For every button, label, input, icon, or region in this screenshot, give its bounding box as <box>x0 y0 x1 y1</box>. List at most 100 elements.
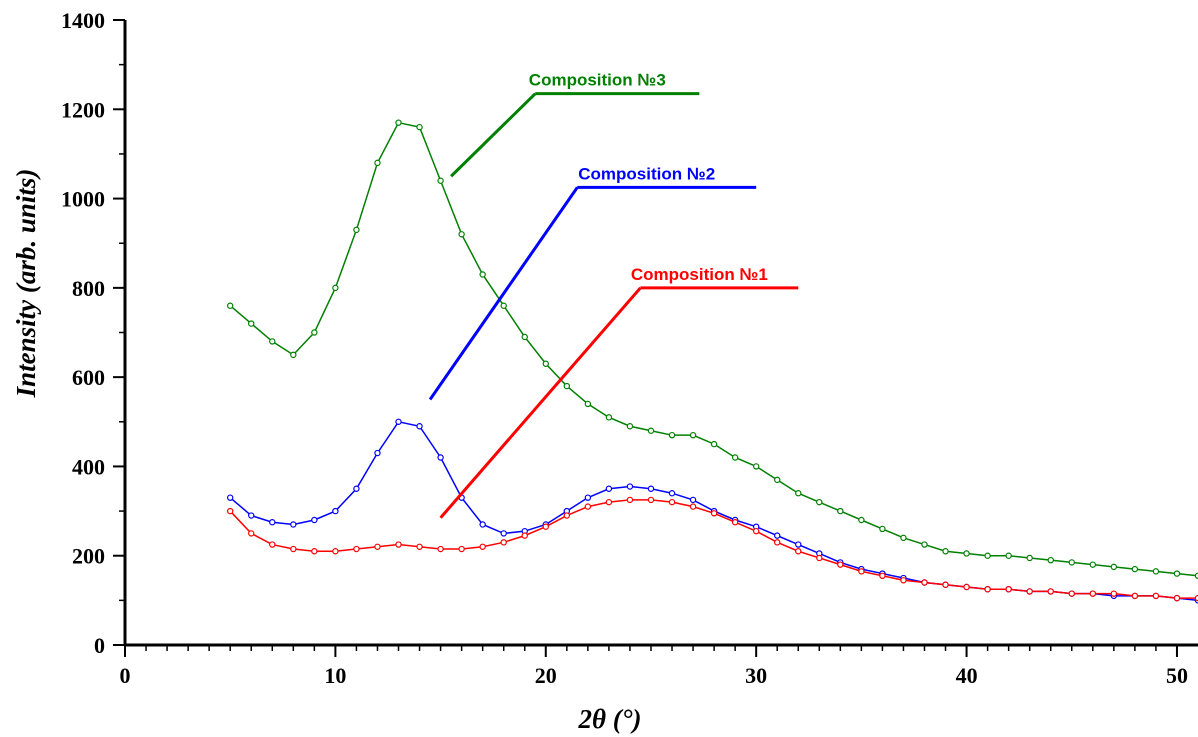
data-point <box>500 302 507 309</box>
y-tick-label: 400 <box>72 454 105 479</box>
axes-layer <box>123 20 1198 647</box>
data-point <box>647 485 655 492</box>
y-tick-label: 1200 <box>61 97 105 122</box>
data-point <box>374 543 381 550</box>
data-point <box>269 519 276 526</box>
data-point <box>332 284 339 292</box>
data-point <box>795 541 802 548</box>
data-point <box>774 539 781 546</box>
data-point <box>626 496 634 504</box>
x-tick-label: 40 <box>956 663 978 688</box>
data-point <box>248 530 255 537</box>
data-point <box>521 532 528 539</box>
data-point <box>795 490 802 497</box>
data-point <box>858 516 865 524</box>
data-point <box>879 525 886 533</box>
y-tick-label: 1400 <box>61 8 105 33</box>
data-point <box>290 521 297 528</box>
data-point <box>984 585 991 593</box>
data-point <box>290 545 297 553</box>
data-point <box>332 507 339 515</box>
data-point <box>542 360 549 367</box>
data-point <box>584 494 592 501</box>
data-point <box>795 548 802 555</box>
data-point <box>900 534 907 542</box>
data-point <box>710 440 718 448</box>
data-point <box>395 119 402 126</box>
data-point <box>226 507 234 515</box>
data-point <box>710 510 718 517</box>
callout-leader <box>428 186 579 401</box>
data-point <box>395 541 402 548</box>
y-tick-label: 800 <box>72 276 105 301</box>
data-point <box>626 423 634 430</box>
data-point <box>437 454 444 461</box>
data-point <box>416 123 423 131</box>
data-point <box>963 550 970 557</box>
x-tick-label: 10 <box>324 663 346 688</box>
data-point <box>332 548 339 555</box>
series-callout: Composition №1 <box>439 265 799 519</box>
series-callout: Composition №2 <box>428 164 757 401</box>
data-point <box>395 418 402 425</box>
data-point <box>584 400 592 408</box>
data-point <box>605 498 613 506</box>
data-point <box>921 579 928 586</box>
data-point <box>689 431 697 439</box>
data-point <box>816 554 823 562</box>
callout-layer: Composition №3 Composition №2 Composition … <box>428 71 799 519</box>
data-point <box>1068 590 1075 597</box>
data-point <box>416 543 423 550</box>
callout-label: Composition №3 <box>529 71 666 90</box>
series-1 <box>226 119 1198 580</box>
data-point <box>479 521 486 528</box>
data-point <box>731 519 739 526</box>
data-point <box>248 512 255 519</box>
data-point <box>353 485 360 492</box>
tick-layer: 0 10 20 30 40 50 0 200 400 600 800 1000 1200 1400 <box>61 8 1188 688</box>
data-point <box>1131 592 1139 600</box>
series-layer <box>226 119 1198 604</box>
data-point <box>1110 590 1118 597</box>
data-point <box>879 572 886 580</box>
data-point <box>605 414 613 421</box>
data-point <box>774 476 781 484</box>
data-point <box>1089 590 1097 597</box>
data-point <box>1194 572 1198 580</box>
data-point <box>416 423 423 430</box>
data-point <box>858 568 865 575</box>
data-point <box>752 527 760 535</box>
x-axis-title: 2θ (°) <box>577 704 641 734</box>
callout-leader <box>450 92 537 178</box>
y-tick-label: 0 <box>94 633 105 658</box>
x-tick-label: 20 <box>535 663 557 688</box>
data-point <box>290 351 297 359</box>
callout-label: Composition №1 <box>631 265 768 284</box>
data-point <box>269 541 276 548</box>
series-line <box>229 121 1198 577</box>
data-point <box>479 543 486 550</box>
data-point <box>542 523 549 530</box>
data-point <box>752 463 760 470</box>
data-point <box>437 545 444 553</box>
data-point <box>563 512 571 519</box>
y-axis-title: Intensity (arb. units) <box>11 169 41 399</box>
data-point <box>1026 588 1033 595</box>
data-point <box>668 498 676 506</box>
data-point <box>1047 588 1054 595</box>
data-point <box>311 329 318 336</box>
data-point <box>668 490 676 497</box>
data-point <box>1110 563 1118 571</box>
data-point <box>837 507 844 515</box>
data-point <box>1173 570 1181 577</box>
data-point <box>816 498 823 506</box>
data-point <box>353 545 360 553</box>
data-point <box>647 427 655 434</box>
data-point <box>963 583 970 591</box>
y-tick-label: 1000 <box>61 187 105 212</box>
callout-label: Composition №2 <box>578 164 715 183</box>
series-callout: Composition №3 <box>450 71 700 178</box>
data-point <box>353 226 360 234</box>
data-point <box>647 496 655 504</box>
